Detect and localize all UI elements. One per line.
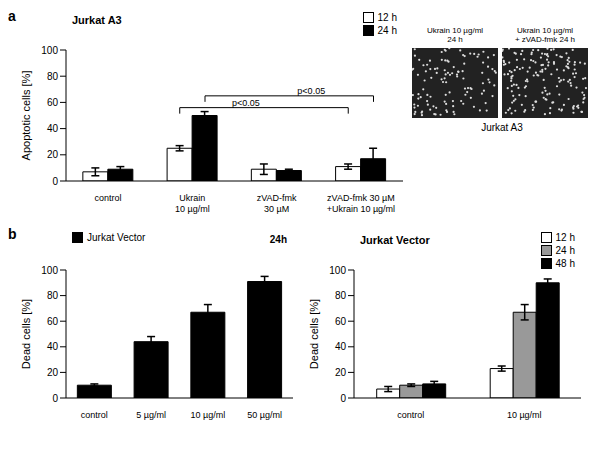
svg-text:control: control — [81, 410, 108, 420]
svg-text:20: 20 — [47, 149, 59, 160]
html-text:24h: 24h — [269, 234, 287, 245]
html-text:Jurkat A3: Jurkat A3 — [72, 14, 122, 26]
svg-text:20: 20 — [335, 367, 347, 378]
svg-text:10 µg/ml: 10 µg/ml — [191, 410, 226, 420]
svg-text:control: control — [397, 410, 424, 420]
svg-text:Ukrain10 µg/ml: Ukrain10 µg/ml — [175, 193, 210, 214]
html-text:12 h: 12 h — [555, 232, 575, 243]
svg-text:60: 60 — [47, 316, 59, 327]
html-text:24 h: 24 h — [555, 245, 575, 256]
svg-text:60: 60 — [335, 316, 347, 327]
svg-text:20: 20 — [47, 367, 59, 378]
html-text:Jurkat Vector: Jurkat Vector — [87, 232, 146, 243]
svg-text:60: 60 — [47, 97, 59, 108]
svg-text:control: control — [95, 193, 122, 203]
html-text:Ukrain 10 µg/ml + zVAD-fmk 24: Ukrain 10 µg/ml + zVAD-fmk 24 h — [515, 26, 575, 44]
html-text:48 h: 48 h — [555, 258, 575, 269]
svg-text:40: 40 — [47, 123, 59, 134]
svg-text:p<0.05: p<0.05 — [297, 86, 325, 96]
html-text:12 h: 12 h — [377, 12, 397, 23]
html-text:a: a — [8, 8, 16, 24]
svg-text:0: 0 — [340, 393, 346, 404]
html-text:Jurkat A3: Jurkat A3 — [481, 122, 523, 133]
svg-text:80: 80 — [47, 71, 59, 82]
html-text:b: b — [8, 226, 17, 242]
svg-text:0: 0 — [52, 393, 58, 404]
svg-text:50 µg/ml: 50 µg/ml — [247, 410, 282, 420]
svg-text:100: 100 — [41, 265, 58, 276]
svg-text:0: 0 — [52, 176, 58, 187]
svg-text:Dead cells [%]: Dead cells [%] — [308, 299, 320, 369]
svg-text:zVAD-fmk30 µM: zVAD-fmk30 µM — [257, 193, 297, 214]
svg-text:80: 80 — [47, 290, 59, 301]
svg-text:Dead cells [%]: Dead cells [%] — [20, 299, 32, 369]
svg-text:40: 40 — [335, 341, 347, 352]
html-text:24 h: 24 h — [377, 25, 397, 36]
svg-text:100: 100 — [329, 265, 346, 276]
svg-text:Apoptotic cells [%]: Apoptotic cells [%] — [20, 71, 32, 161]
svg-text:zVAD-fmk 30 µM+Ukrain 10 µg/ml: zVAD-fmk 30 µM+Ukrain 10 µg/ml — [327, 193, 395, 214]
svg-text:40: 40 — [47, 341, 59, 352]
svg-text:100: 100 — [41, 45, 58, 56]
svg-text:p<0.05: p<0.05 — [232, 98, 260, 108]
html-text:Jurkat Vector: Jurkat Vector — [360, 234, 430, 246]
svg-text:10 µg/ml: 10 µg/ml — [507, 410, 542, 420]
html-text:Ukrain 10 µg/ml 24 h: Ukrain 10 µg/ml 24 h — [426, 26, 484, 44]
svg-text:80: 80 — [335, 290, 347, 301]
svg-text:5 µg/ml: 5 µg/ml — [136, 410, 166, 420]
